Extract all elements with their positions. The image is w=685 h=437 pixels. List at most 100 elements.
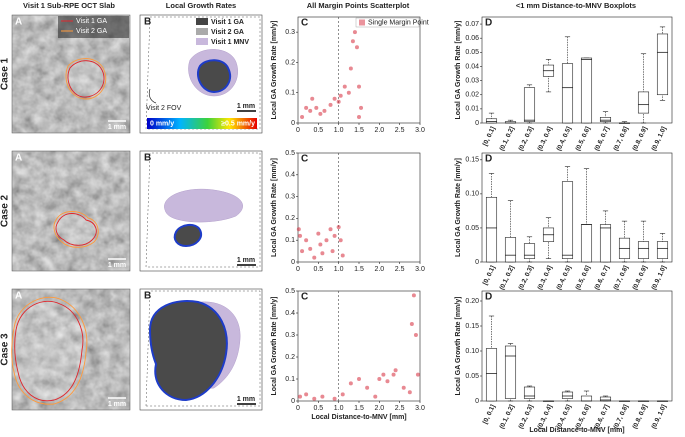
margin-point: [316, 231, 321, 236]
case-label: Case 3: [0, 333, 11, 366]
x-tick-label: [0, 0.1]: [482, 404, 497, 426]
margin-point: [357, 84, 361, 89]
box: [561, 391, 574, 399]
fov-label: Visit 2 FOV: [146, 105, 182, 112]
box: [580, 57, 593, 124]
x-tick-label: 2.0: [374, 127, 384, 134]
y-tick-label: 0.3: [285, 29, 295, 36]
x-axis-label: Local Distance-to-MNV [mm]: [529, 427, 624, 434]
panel-letter: C: [301, 154, 308, 165]
margin-point: [332, 233, 337, 238]
margin-point: [357, 377, 361, 381]
scale-label: 1 mm: [108, 262, 126, 269]
margin-point: [314, 105, 319, 110]
x-tick-label: (0.2, 0.3]: [518, 126, 535, 153]
plot-frame: [481, 16, 673, 124]
y-axis-label: Local GA Growth Rate [mm/y]: [455, 158, 462, 257]
margin-point: [328, 102, 333, 107]
margin-point: [373, 394, 378, 399]
panel-letter: D: [485, 18, 492, 29]
margin-point: [296, 227, 301, 232]
y-axis-label: Local GA Growth Rate [mm/y]: [271, 158, 278, 257]
margin-point: [350, 39, 355, 44]
margin-point: [312, 396, 317, 401]
panel-letter: A: [15, 153, 22, 164]
x-tick-label: (0.6, 0.7]: [594, 265, 611, 292]
x-tick-label: (0.4, 0.5]: [556, 265, 573, 292]
margin-point: [338, 93, 343, 98]
y-tick-label: 0.05: [465, 373, 479, 380]
panel-letter: B: [144, 17, 151, 28]
ga-region: [148, 300, 228, 402]
margin-point: [348, 66, 353, 71]
legend-swatch: [196, 38, 208, 45]
margin-point: [340, 253, 345, 258]
y-tick-label: 0.02: [465, 92, 479, 99]
column-header: <1 mm Distance-to-MNV Boxplots: [516, 1, 636, 10]
x-tick-label: 0: [296, 405, 300, 412]
margin-point: [359, 105, 364, 110]
y-axis-label: Local GA Growth Rate [mm/y]: [455, 21, 462, 120]
margin-point: [332, 396, 337, 401]
margin-point: [318, 111, 323, 116]
oct-image: [12, 289, 130, 410]
margin-point: [308, 246, 313, 251]
legend-swatch: [196, 18, 208, 25]
margin-point: [365, 385, 370, 390]
panel-letter: C: [301, 292, 308, 303]
x-tick-label: (0.1, 0.2]: [499, 404, 516, 431]
x-tick-label: (0.3, 0.4]: [537, 265, 554, 292]
visit1-ga-outline: [55, 213, 97, 246]
x-tick-label: 3.0: [415, 266, 425, 273]
panel-letter: C: [301, 18, 308, 29]
x-tick-label: 3.0: [415, 127, 425, 134]
legend-box: [355, 17, 420, 28]
x-tick-label: 2.5: [395, 266, 405, 273]
x-tick-label: 2.0: [374, 405, 384, 412]
margin-point: [324, 238, 329, 243]
plot-frame: [297, 290, 421, 402]
y-tick-label: 0.2: [285, 59, 295, 66]
y-tick-label: 0.1: [285, 237, 295, 244]
y-tick-label: 0.06: [465, 35, 479, 42]
margin-point: [336, 99, 341, 104]
panel-letter: B: [144, 153, 151, 164]
fov-arrow: [148, 88, 157, 104]
margin-point: [381, 372, 386, 377]
margin-point: [304, 105, 309, 110]
legend-label: Visit 2 GA: [76, 28, 107, 35]
x-tick-label: 0.5: [313, 405, 323, 412]
case-label: Case 2: [0, 194, 11, 227]
margin-point: [308, 108, 313, 113]
margin-point: [357, 114, 361, 119]
box: [637, 91, 650, 114]
y-tick-label: 0: [291, 259, 295, 266]
x-tick-label: (0.1, 0.2]: [499, 265, 516, 292]
scale-label: 1 mm: [108, 401, 126, 408]
x-tick-label: (0.3, 0.4]: [537, 126, 554, 153]
colorbar: [147, 118, 257, 129]
box: [599, 117, 612, 122]
box: [656, 33, 669, 96]
x-tick-label: 0.5: [313, 266, 323, 273]
margin-point: [332, 96, 337, 101]
plot-frame: [481, 290, 673, 402]
margin-point: [393, 368, 398, 373]
margin-point: [312, 255, 317, 260]
visit2-ga-outline: [65, 58, 107, 100]
x-axis-label: Local Distance-to-MNV [mm]: [311, 414, 406, 421]
y-tick-label: 0.3: [285, 332, 295, 339]
x-tick-label: (0.7, 0.8]: [613, 265, 630, 292]
x-tick-label: 2.5: [395, 405, 405, 412]
scale-label: 1 mm: [237, 257, 255, 264]
ga-region: [173, 224, 202, 248]
x-tick-label: 2.0: [374, 266, 384, 273]
margin-point: [409, 322, 414, 326]
x-tick-label: 1.0: [334, 266, 344, 273]
box: [580, 395, 593, 402]
x-tick-label: [0, 0.1]: [482, 265, 497, 287]
y-axis-label: Local GA Growth Rate [mm/y]: [271, 297, 278, 396]
y-tick-label: 0.05: [465, 225, 479, 232]
box: [504, 237, 517, 263]
margin-point: [298, 233, 303, 238]
